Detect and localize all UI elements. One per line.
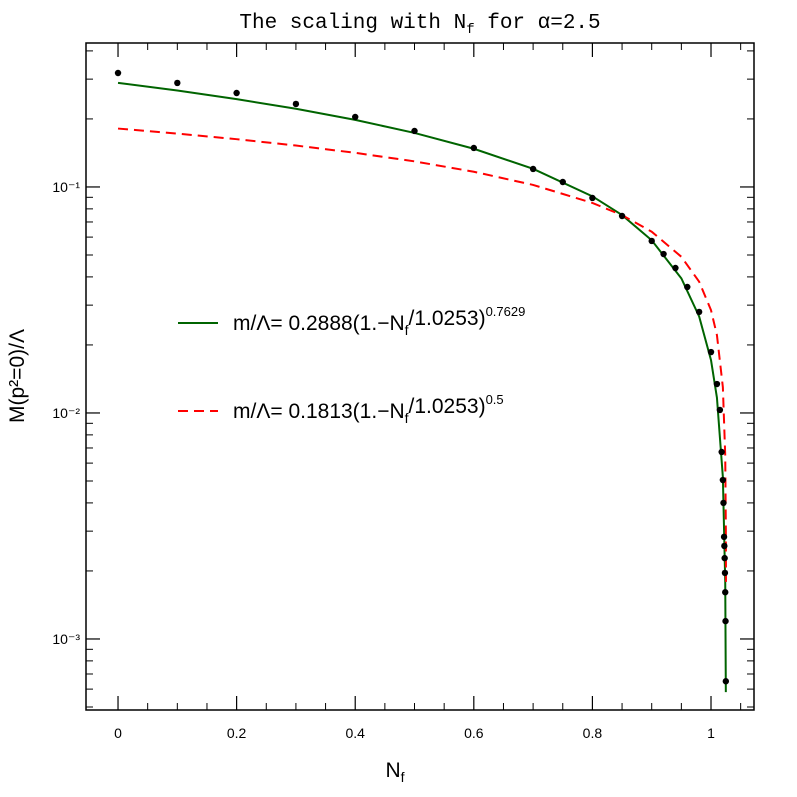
data-point — [672, 264, 679, 272]
legend-label-part: m/Λ= 0.1813(1.−N — [233, 400, 405, 423]
y-tick-label: 10⁻¹ — [52, 179, 80, 195]
data-point — [722, 617, 729, 625]
chart-title: The scaling with Nf for α=2.5 — [239, 12, 600, 38]
data-point — [618, 212, 626, 220]
legend-label-part: f — [405, 322, 409, 338]
data-point — [660, 250, 667, 258]
data-point — [718, 448, 725, 456]
y-tick-label: 10⁻³ — [52, 631, 80, 647]
x-tick-label: 0.8 — [583, 725, 603, 741]
legend-label-part: 0.5 — [486, 392, 504, 407]
data-point — [707, 348, 715, 356]
y-axis-label: M(p²=0)/Λ — [6, 329, 29, 423]
data-point — [722, 678, 730, 685]
legend-label: m/Λ= 0.2888(1.−Nf/1.0253)0.7629 — [233, 304, 525, 338]
data-point — [720, 533, 728, 541]
title-part: for α=2.5 — [475, 12, 601, 35]
x-tick-label: 0.2 — [227, 725, 247, 741]
data-point — [114, 69, 122, 77]
x-axis-label: Nf — [385, 759, 404, 785]
legend-label-part: /1.0253) — [409, 307, 486, 330]
legend-label: m/Λ= 0.1813(1.−Nf/1.0253)0.5 — [233, 392, 504, 426]
data-point — [720, 499, 727, 507]
data-point — [684, 283, 691, 291]
data-point — [589, 194, 596, 202]
data-point — [174, 79, 181, 87]
data-point — [695, 308, 703, 316]
y-tick-label: 10⁻² — [52, 405, 80, 421]
data-point — [470, 144, 478, 152]
legend-label-part: f — [405, 410, 409, 426]
x-tick-label: 0 — [114, 725, 122, 741]
data-point — [411, 127, 418, 135]
legend-label-part: 0.7629 — [486, 304, 526, 319]
label-part: N — [385, 759, 400, 782]
data-point — [529, 165, 537, 173]
data-point — [292, 100, 300, 108]
data-point — [722, 589, 729, 596]
title-part: f — [466, 22, 474, 38]
data-point — [721, 569, 729, 577]
data-point — [233, 89, 240, 97]
plot-area — [114, 69, 730, 693]
curve — [117, 127, 727, 582]
data-point — [648, 237, 655, 245]
data-point — [716, 406, 724, 414]
data-point — [721, 542, 728, 550]
legend-label-part: /1.0253) — [409, 395, 486, 418]
data-point — [721, 554, 728, 562]
data-point — [719, 476, 727, 484]
data-point — [559, 178, 566, 186]
x-tick-label: 1 — [707, 725, 715, 741]
curve — [117, 81, 727, 693]
data-point — [352, 113, 359, 121]
x-tick-label: 0.6 — [464, 725, 484, 741]
plot-frame — [85, 42, 755, 711]
legend-label-part: m/Λ= 0.2888(1.−N — [233, 312, 405, 335]
x-tick-label: 0.4 — [345, 725, 365, 741]
data-point — [713, 380, 721, 388]
title-part: The scaling with N — [239, 12, 466, 35]
label-part: f — [401, 769, 405, 785]
